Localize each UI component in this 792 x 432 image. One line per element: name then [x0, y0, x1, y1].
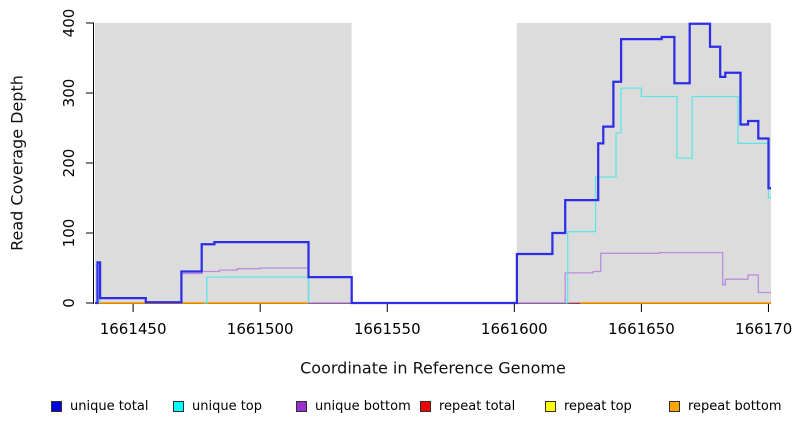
- y-tick-label: 100: [60, 219, 78, 248]
- legend-swatch-repeat-top: [545, 400, 556, 412]
- x-tick-label: 1661550: [354, 320, 421, 338]
- legend-swatch-unique-total: [51, 400, 62, 412]
- x-tick-label: 1661500: [227, 320, 294, 338]
- series-line-unique-total: [95, 22, 771, 305]
- x-tick-label: 1661650: [608, 320, 675, 338]
- legend-swatch-unique-bottom: [296, 400, 307, 412]
- legend-item-repeat-top: repeat top: [545, 397, 632, 415]
- series-line-unique-top: [565, 87, 771, 304]
- legend-item-unique-top: unique top: [173, 397, 262, 415]
- legend-item-unique-bottom: unique bottom: [296, 397, 411, 415]
- shaded-region: [95, 23, 352, 303]
- x-axis-title: Coordinate in Reference Genome: [300, 358, 566, 378]
- y-tick-label: 400: [60, 9, 78, 38]
- series-line-unique-bottom: [178, 251, 771, 304]
- y-tick-label: 0: [60, 298, 78, 308]
- legend-label-unique-bottom: unique bottom: [315, 398, 411, 414]
- x-tick-label: 1661600: [481, 320, 548, 338]
- legend-label-repeat-total: repeat total: [439, 398, 516, 414]
- legend-label-repeat-top: repeat top: [564, 398, 632, 414]
- legend-item-repeat-total: repeat total: [420, 397, 515, 415]
- legend-label-unique-total: unique total: [70, 398, 149, 414]
- legend-swatch-repeat-total: [420, 400, 431, 412]
- legend-label-repeat-bottom: repeat bottom: [688, 398, 782, 414]
- y-axis-title: Read Coverage Depth: [7, 75, 27, 251]
- legend-swatch-unique-top: [173, 400, 184, 412]
- series-line-unique-top: [204, 276, 310, 304]
- legend-swatch-repeat-bottom: [669, 400, 680, 412]
- y-tick-label: 200: [60, 149, 78, 178]
- y-tick-label: 300: [60, 79, 78, 108]
- legend-item-unique-total: unique total: [51, 397, 148, 415]
- legend-label-unique-top: unique top: [192, 398, 263, 414]
- x-tick-label: 1661450: [100, 320, 167, 338]
- legend-item-repeat-bottom: repeat bottom: [669, 397, 782, 415]
- shaded-region: [516, 23, 771, 303]
